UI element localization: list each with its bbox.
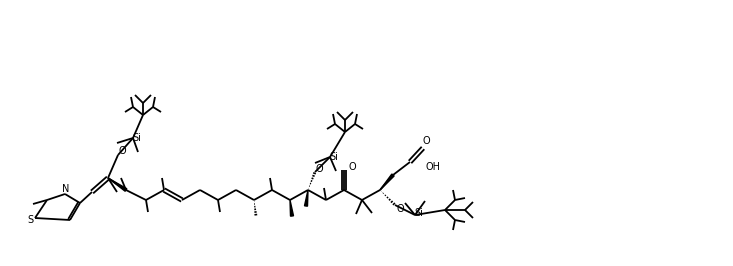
Polygon shape [108, 178, 127, 191]
Text: O: O [348, 162, 356, 172]
Text: N: N [62, 184, 70, 194]
Text: S: S [27, 215, 33, 225]
Text: Si: Si [415, 208, 424, 218]
Polygon shape [290, 200, 293, 216]
Text: O: O [422, 136, 430, 146]
Text: Si: Si [330, 152, 339, 162]
Text: OH: OH [426, 162, 441, 172]
Text: O: O [315, 164, 323, 174]
Polygon shape [304, 190, 308, 206]
Text: O: O [397, 204, 404, 214]
Polygon shape [380, 174, 394, 190]
Text: Si: Si [133, 133, 141, 143]
Text: O: O [118, 146, 126, 156]
